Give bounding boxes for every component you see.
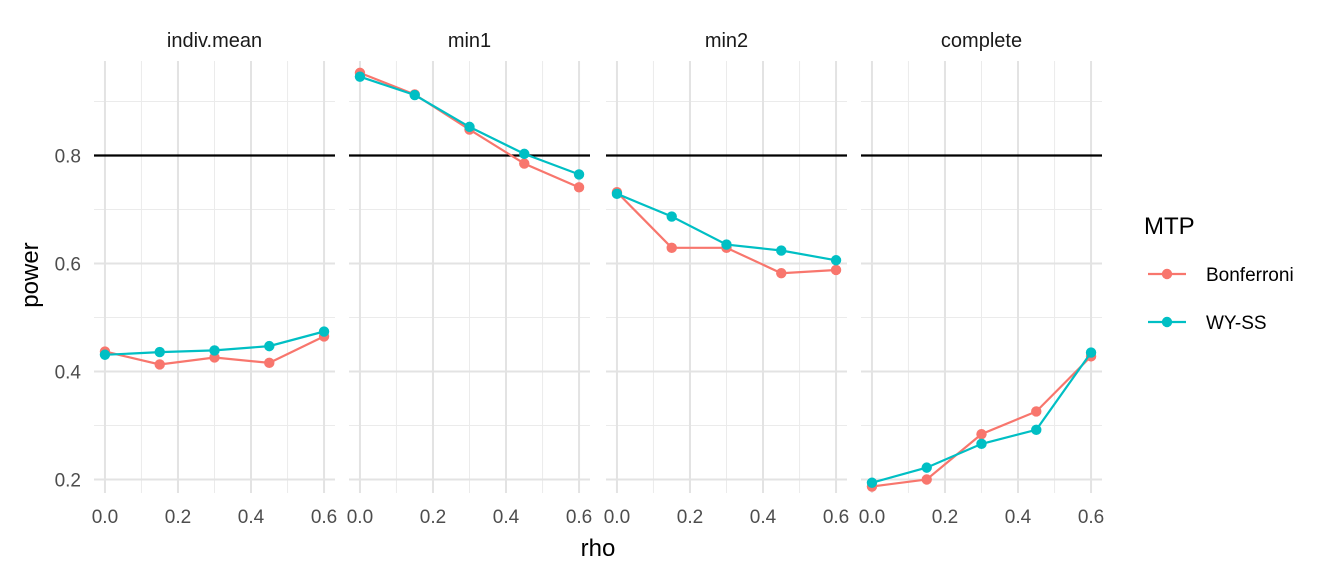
data-point-wy-ss [154, 346, 165, 358]
facet-panel-min2: min2 0.0 0.2 0.4 0.6 [604, 30, 850, 528]
y-axis-title: power [17, 242, 44, 307]
x-tick-label: 0.2 [932, 507, 958, 528]
x-axis-title: rho [581, 535, 616, 562]
x-tick-label: 0.0 [347, 507, 373, 528]
legend-label: Bonferroni [1206, 265, 1294, 286]
y-tick-label: 0.4 [55, 363, 82, 384]
facet-strip-label: indiv.mean [167, 30, 262, 52]
data-point-bonferroni [976, 428, 987, 440]
x-tick-label: 0.4 [1005, 507, 1032, 528]
y-tick-label: 0.6 [55, 255, 81, 276]
data-point-wy-ss [354, 71, 366, 82]
legend-title: MTP [1144, 213, 1195, 240]
legend-key-point [1161, 316, 1173, 328]
data-point-wy-ss [209, 345, 220, 356]
legend-item: Bonferroni [1148, 265, 1294, 286]
data-point-wy-ss [264, 340, 275, 352]
x-tick-label: 0.6 [311, 507, 337, 528]
legend-item: WY-SS [1148, 313, 1267, 334]
data-point-wy-ss [99, 349, 111, 360]
facet-panel-indiv-mean: indiv.mean 0.0 0.2 0.4 0.6 [92, 30, 338, 528]
x-tick-label: 0.6 [823, 507, 849, 528]
data-point-wy-ss [1085, 347, 1097, 358]
x-tick-label: 0.2 [165, 507, 191, 528]
facet-strip-label: min1 [448, 30, 491, 52]
data-point-wy-ss [866, 477, 878, 488]
data-point-wy-ss [666, 211, 677, 222]
data-point-wy-ss [464, 121, 475, 133]
facet-strip-label: complete [941, 30, 1022, 52]
data-point-wy-ss [318, 326, 330, 337]
data-point-wy-ss [573, 169, 585, 180]
data-point-bonferroni [666, 242, 677, 254]
data-point-bonferroni [921, 474, 932, 485]
y-axis-ticks: 0.2 0.4 0.6 0.8 [55, 147, 82, 492]
x-tick-label: 0.4 [750, 507, 777, 528]
x-tick-label: 0.0 [859, 507, 885, 528]
x-tick-label: 0.4 [238, 507, 265, 528]
data-point-wy-ss [921, 462, 932, 473]
data-point-bonferroni [776, 268, 787, 279]
legend-items: Bonferroni WY-SS [1148, 265, 1294, 334]
data-point-bonferroni [830, 264, 842, 276]
data-point-wy-ss [830, 255, 842, 266]
x-tick-label: 0.0 [92, 507, 118, 528]
data-point-wy-ss [976, 438, 987, 450]
legend: MTP Bonferroni WY-SS [1144, 213, 1294, 334]
x-tick-label: 0.4 [493, 507, 520, 528]
data-point-bonferroni [573, 182, 585, 193]
y-tick-label: 0.2 [55, 471, 81, 492]
data-point-bonferroni [1031, 406, 1042, 417]
legend-label: WY-SS [1206, 313, 1267, 334]
facet-panel-min1: min1 0.0 0.2 0.4 0.6 [347, 30, 593, 528]
x-tick-label: 0.6 [1078, 507, 1104, 528]
y-tick-label: 0.8 [55, 147, 81, 168]
data-point-wy-ss [409, 89, 420, 101]
data-point-wy-ss [776, 245, 787, 256]
x-tick-label: 0.2 [420, 507, 446, 528]
facet-strip-label: min2 [705, 30, 748, 52]
data-point-bonferroni [154, 359, 165, 370]
x-tick-label: 0.6 [566, 507, 592, 528]
data-point-wy-ss [1031, 424, 1042, 436]
facet-panel-complete: complete 0.0 0.2 0.4 0.6 [859, 30, 1105, 528]
data-point-wy-ss [721, 239, 732, 250]
data-point-wy-ss [611, 188, 623, 200]
x-tick-label: 0.2 [677, 507, 703, 528]
x-tick-label: 0.0 [604, 507, 630, 528]
data-point-wy-ss [519, 148, 530, 160]
data-point-bonferroni [519, 158, 530, 169]
data-point-bonferroni [264, 357, 275, 369]
legend-key-point [1161, 268, 1173, 280]
